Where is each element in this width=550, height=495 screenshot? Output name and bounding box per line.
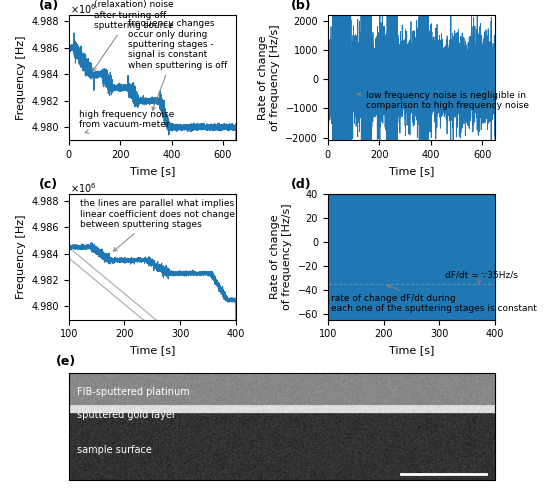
X-axis label: Time [s]: Time [s] bbox=[130, 166, 175, 176]
Text: frequency changes
occur only during
sputtering stages -
signal is constant
when : frequency changes occur only during sput… bbox=[128, 19, 227, 110]
Text: sputtered gold layer: sputtered gold layer bbox=[77, 410, 176, 420]
Text: low frequency noise is negligible in
comparison to high frequency noise: low frequency noise is negligible in com… bbox=[358, 91, 530, 110]
Text: (d): (d) bbox=[291, 178, 312, 191]
X-axis label: Time [s]: Time [s] bbox=[130, 345, 175, 355]
Text: $\times 10^6$: $\times 10^6$ bbox=[70, 2, 97, 16]
Text: high frequency noise
from vacuum-meter: high frequency noise from vacuum-meter bbox=[79, 110, 174, 133]
X-axis label: Time [s]: Time [s] bbox=[389, 166, 434, 176]
Text: dF/dt = ∵35Hz/s: dF/dt = ∵35Hz/s bbox=[445, 271, 518, 283]
Y-axis label: Frequency [Hz]: Frequency [Hz] bbox=[16, 36, 26, 120]
Text: the lines are parallel what implies
linear coefficient does not change
between s: the lines are parallel what implies line… bbox=[80, 199, 235, 251]
Text: $\times 10^6$: $\times 10^6$ bbox=[70, 181, 97, 195]
Text: low frequency
(relaxation) noise
after turning off
sputtering source: low frequency (relaxation) noise after t… bbox=[93, 0, 174, 71]
Y-axis label: Rate of change
of frequency [Hz/s]: Rate of change of frequency [Hz/s] bbox=[258, 24, 280, 131]
Text: sample surface: sample surface bbox=[77, 446, 152, 455]
Text: (e): (e) bbox=[56, 355, 76, 368]
Text: (c): (c) bbox=[39, 178, 58, 191]
Text: (a): (a) bbox=[39, 0, 59, 11]
Y-axis label: Rate of change
of frequency [Hz/s]: Rate of change of frequency [Hz/s] bbox=[271, 203, 292, 310]
X-axis label: Time [s]: Time [s] bbox=[389, 345, 434, 355]
Text: (b): (b) bbox=[291, 0, 312, 11]
Text: rate of change dF/dt during
each one of the sputtering stages is constant: rate of change dF/dt during each one of … bbox=[331, 285, 536, 313]
Text: FIB-sputtered platinum: FIB-sputtered platinum bbox=[77, 387, 190, 397]
Y-axis label: Frequency [Hz]: Frequency [Hz] bbox=[16, 215, 26, 299]
